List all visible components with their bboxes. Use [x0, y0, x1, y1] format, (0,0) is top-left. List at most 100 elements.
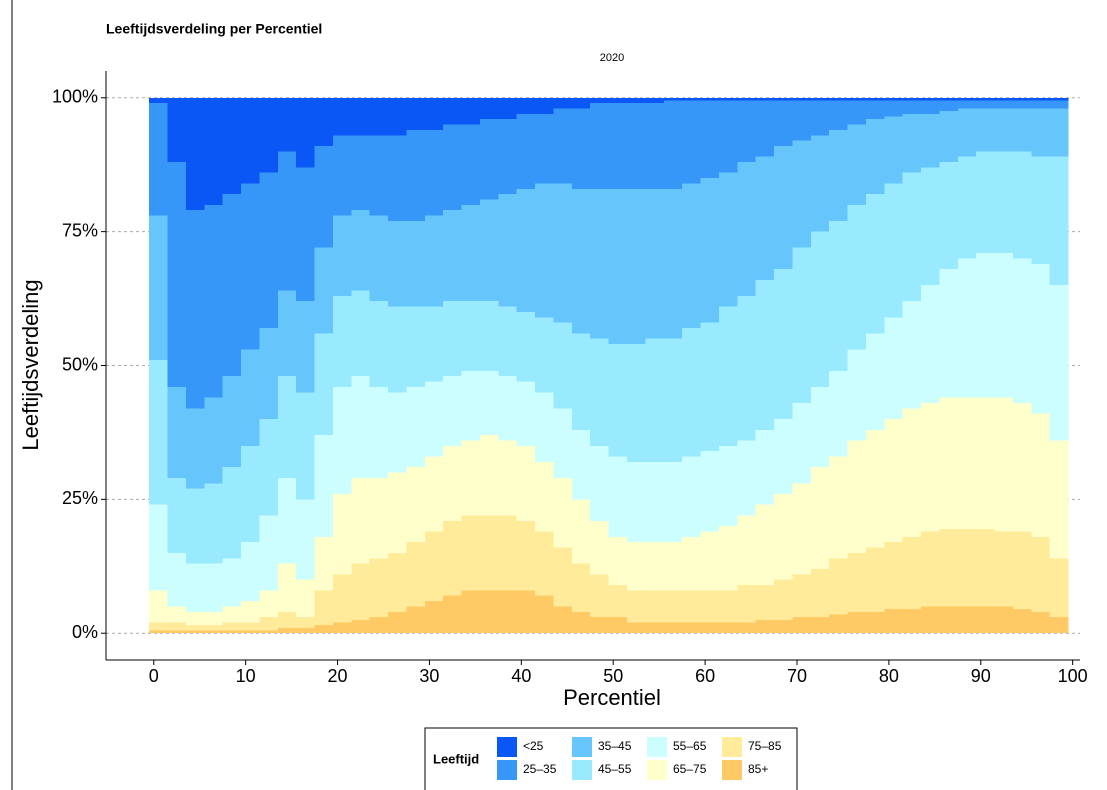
bar-segment — [204, 625, 224, 631]
bar-segment — [994, 531, 1014, 607]
bar-segment — [1031, 263, 1051, 414]
bar-segment — [535, 531, 554, 596]
bar-segment — [755, 504, 775, 586]
bar-segment — [976, 253, 995, 398]
bar-segment — [185, 630, 205, 634]
bar-segment — [1049, 285, 1069, 441]
x-tick-label: 20 — [328, 666, 348, 686]
bar-segment — [516, 381, 536, 446]
bar-segment — [241, 445, 260, 543]
bar-segment — [535, 97, 554, 114]
bar-segment — [1049, 108, 1069, 157]
bar-segment — [663, 100, 683, 189]
bar-segment — [626, 542, 646, 591]
bar-segment — [1012, 531, 1032, 610]
x-tick-label: 70 — [787, 666, 807, 686]
bar-segment — [829, 558, 848, 615]
bar-segment — [388, 220, 407, 307]
bar-segment — [829, 100, 848, 130]
bar-segment — [829, 220, 848, 371]
bar-segment — [498, 440, 518, 516]
bar-segment — [149, 215, 168, 361]
bar-segment — [663, 590, 683, 623]
bar-segment — [241, 97, 260, 184]
bar-segment — [443, 301, 463, 377]
bar-segment — [277, 376, 297, 478]
bar-segment — [314, 435, 334, 537]
bar-segment — [553, 606, 573, 634]
bar-segment — [498, 119, 518, 195]
x-tick-label: 100 — [1058, 666, 1088, 686]
bar-segment — [645, 188, 665, 339]
bar-segment — [443, 210, 463, 302]
bar-segment — [185, 625, 205, 631]
bar-segment — [388, 472, 407, 553]
bar-segment — [755, 156, 775, 280]
bar-segment — [847, 100, 867, 125]
bar-segment — [957, 258, 977, 398]
bar-segment — [332, 494, 352, 575]
bar-segment — [994, 606, 1014, 634]
bar-segment — [645, 97, 665, 104]
bar-segment — [443, 376, 463, 446]
bar-segment — [737, 585, 757, 623]
bar-segment — [204, 204, 224, 398]
bar-segment — [663, 97, 683, 101]
bar-segment — [479, 435, 499, 516]
bar-segment — [663, 338, 683, 462]
bar-segment — [369, 97, 389, 136]
bar-segment — [406, 467, 426, 543]
bar-segment — [810, 568, 830, 618]
x-tick-label: 40 — [511, 666, 531, 686]
bar-segment — [571, 188, 591, 334]
bar-segment — [847, 611, 867, 634]
bar-segment — [921, 100, 940, 114]
bar-segment — [847, 204, 867, 350]
bar-segment — [296, 392, 315, 500]
legend-label: 85+ — [748, 762, 768, 776]
bar-segment — [994, 97, 1014, 101]
bar-segment — [608, 617, 628, 634]
bar-segment — [388, 306, 407, 393]
bar-segment — [479, 515, 499, 591]
bar-segment — [535, 392, 554, 462]
bar-segment — [792, 140, 812, 248]
legend-label: 25–35 — [523, 762, 557, 776]
bar-segment — [976, 151, 995, 254]
bar-segment — [424, 97, 444, 130]
bar-segment — [296, 167, 315, 302]
bar-segment — [424, 381, 444, 457]
bar-segment — [479, 301, 499, 371]
bar-segment — [222, 558, 242, 607]
bar-segment — [1012, 108, 1032, 152]
bar-segment — [443, 520, 463, 596]
bar-segment — [369, 386, 389, 478]
bar-segment — [902, 536, 922, 610]
bar-segment — [406, 542, 426, 607]
bar-segment — [277, 477, 297, 564]
bar-segment — [479, 370, 499, 436]
bar-segment — [185, 210, 205, 409]
bar-segment — [810, 231, 830, 387]
bar-segment — [443, 595, 463, 634]
bar-segment — [626, 103, 646, 189]
legend-key — [497, 760, 517, 780]
legend-title: Leeftijd — [433, 751, 479, 766]
bar-segment — [204, 483, 224, 564]
bar-segment — [571, 429, 591, 500]
bar-segment — [590, 617, 610, 634]
bar-segment — [479, 97, 499, 120]
bar-segment — [810, 467, 830, 569]
bar-segment — [792, 97, 812, 101]
legend-label: 55–65 — [673, 739, 707, 753]
bar-segment — [829, 370, 848, 457]
bar-segment — [314, 333, 334, 436]
bar-segment — [535, 595, 554, 634]
legend-label: 45–55 — [598, 762, 632, 776]
bar-segment — [645, 103, 665, 189]
bar-segment — [663, 188, 683, 339]
bar-segment — [277, 290, 297, 377]
bar-segment — [884, 609, 904, 634]
legend-key — [647, 760, 667, 780]
bar-segment — [553, 408, 573, 478]
